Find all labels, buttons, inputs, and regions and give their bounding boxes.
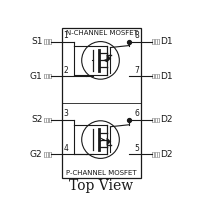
Polygon shape: [106, 138, 110, 145]
Text: D2: D2: [160, 115, 172, 124]
Bar: [44, 39, 51, 44]
Text: 1: 1: [63, 31, 68, 40]
Bar: [44, 152, 51, 157]
Polygon shape: [106, 55, 110, 62]
Text: S2: S2: [31, 115, 42, 124]
Text: P-CHANNEL MOSFET: P-CHANNEL MOSFET: [66, 170, 136, 176]
Bar: [62, 28, 140, 178]
Bar: [44, 118, 51, 122]
Bar: [151, 74, 158, 78]
Text: G1: G1: [30, 72, 42, 81]
Text: G2: G2: [30, 150, 42, 159]
Text: D1: D1: [160, 72, 172, 81]
Text: D2: D2: [160, 150, 172, 159]
Text: 3: 3: [63, 109, 68, 118]
Text: 7: 7: [134, 66, 139, 75]
Text: D1: D1: [160, 37, 172, 46]
Bar: [151, 152, 158, 157]
Text: 6: 6: [134, 109, 139, 118]
Text: S1: S1: [31, 37, 42, 46]
Text: Top View: Top View: [69, 179, 133, 193]
Text: 4: 4: [63, 144, 68, 153]
Bar: [151, 39, 158, 44]
Text: 5: 5: [134, 144, 139, 153]
Text: 2: 2: [63, 66, 68, 75]
Text: N-CHANNEL MOSFET: N-CHANNEL MOSFET: [65, 30, 137, 36]
Bar: [44, 74, 51, 78]
Bar: [151, 118, 158, 122]
Text: 8: 8: [134, 31, 139, 40]
